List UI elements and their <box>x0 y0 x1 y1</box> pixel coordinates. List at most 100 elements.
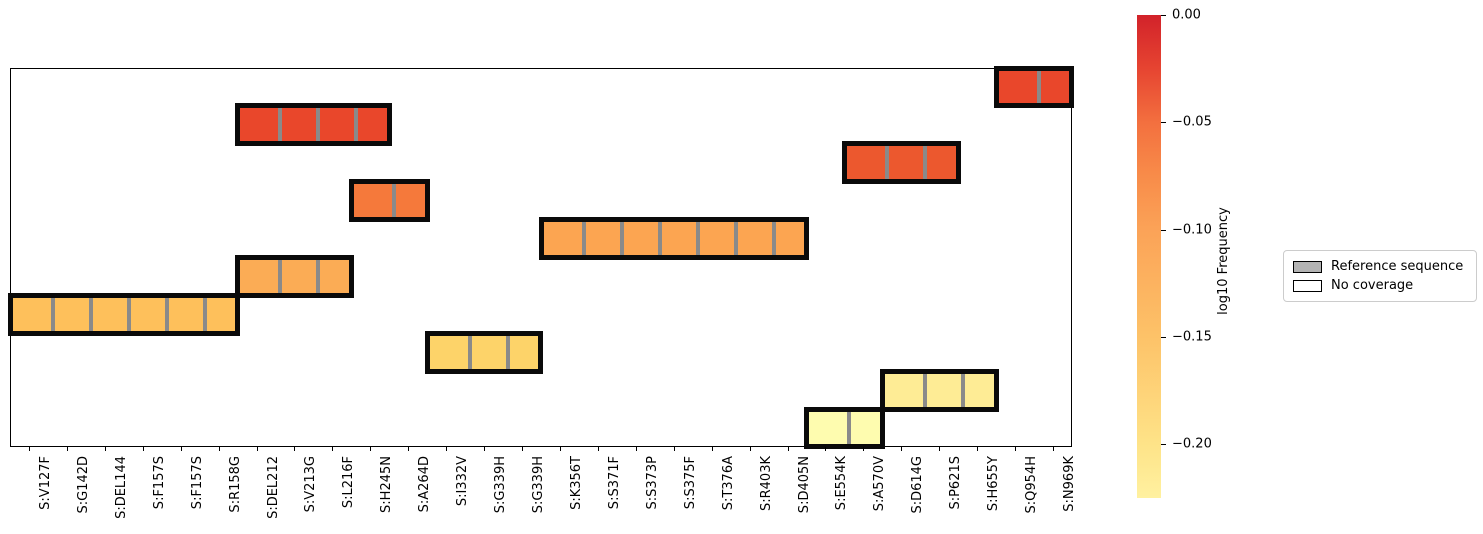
x-tick-label: S:V127F <box>37 456 53 510</box>
x-tick-mark <box>977 447 979 451</box>
x-tick-label: S:G142D <box>75 456 91 514</box>
legend-label: Reference sequence <box>1331 259 1464 274</box>
x-tick-label: S:H245N <box>379 456 395 513</box>
x-tick-label: S:F157S <box>189 456 205 510</box>
x-tick-mark <box>597 447 599 451</box>
colorbar-tick-mark <box>1161 229 1166 231</box>
x-tick-mark <box>370 447 372 451</box>
reference-sequence-marker <box>88 297 93 331</box>
reference-sequence-swatch <box>1293 260 1322 273</box>
legend-label: No coverage <box>1331 278 1414 293</box>
x-tick-mark <box>142 447 144 451</box>
x-tick-label: S:P621S <box>948 456 964 510</box>
reference-sequence-marker <box>392 184 397 218</box>
reference-sequence-marker <box>468 335 473 369</box>
x-tick-mark <box>1015 447 1017 451</box>
x-tick-mark <box>484 447 486 451</box>
colorbar-tick-label: −0.10 <box>1172 222 1212 237</box>
x-tick-label: S:R158G <box>227 456 243 513</box>
reference-sequence-marker <box>619 222 624 255</box>
x-tick-label: S:V213G <box>303 456 319 513</box>
colorbar-tick-label: −0.15 <box>1172 329 1212 345</box>
legend-item-no-coverage: No coverage <box>1293 276 1467 295</box>
reference-sequence-marker <box>316 260 321 293</box>
reference-sequence-marker <box>847 411 852 445</box>
x-tick-label: S:S371F <box>606 456 622 510</box>
reference-sequence-marker <box>506 335 511 369</box>
x-tick-mark <box>522 447 524 451</box>
x-tick-label: S:L216F <box>341 456 357 509</box>
x-tick-mark <box>863 447 865 451</box>
x-tick-label: S:D614G <box>910 456 926 514</box>
x-tick-mark <box>104 447 106 451</box>
reference-sequence-marker <box>961 373 966 407</box>
reference-sequence-marker <box>278 260 283 293</box>
reference-sequence-marker <box>581 222 586 255</box>
reference-sequence-marker <box>202 297 207 331</box>
x-tick-label: S:K356T <box>568 456 584 510</box>
x-tick-mark <box>180 447 182 451</box>
x-tick-mark <box>294 447 296 451</box>
x-tick-mark <box>332 447 334 451</box>
reference-sequence-marker <box>1037 70 1042 104</box>
reference-sequence-marker <box>695 222 700 255</box>
x-tick-mark <box>787 447 789 451</box>
no-coverage-swatch <box>1293 279 1322 292</box>
reference-sequence-marker <box>923 146 928 180</box>
x-tick-label: S:F157S <box>151 456 167 510</box>
plot-area <box>7 65 1075 450</box>
x-tick-label: S:G339H <box>493 456 509 514</box>
x-tick-mark <box>901 447 903 451</box>
x-tick-label: S:S375F <box>682 456 698 510</box>
x-tick-mark <box>939 447 941 451</box>
x-tick-label: S:E554K <box>834 456 850 511</box>
legend-item-reference-sequence: Reference sequence <box>1293 257 1467 276</box>
x-tick-label: S:DEL212 <box>265 456 281 519</box>
mutation-block-row6 <box>7 292 241 336</box>
reference-sequence-marker <box>278 108 283 142</box>
colorbar-tick-label: −0.05 <box>1172 114 1212 130</box>
x-tick-mark <box>673 447 675 451</box>
x-tick-label: S:R403K <box>758 456 774 512</box>
colorbar-tick-mark <box>1161 444 1166 446</box>
mutation-block-row3 <box>348 179 430 223</box>
x-tick-label: S:D405N <box>796 456 812 514</box>
reference-sequence-marker <box>885 146 890 180</box>
x-tick-label: S:N969K <box>1062 456 1078 512</box>
legend: Reference sequence No coverage <box>1283 250 1477 302</box>
mutation-block-row4 <box>538 217 809 260</box>
x-tick-mark <box>218 447 220 451</box>
colorbar-tick-mark <box>1161 15 1166 17</box>
mutation-block-row9 <box>804 406 885 450</box>
x-tick-mark <box>1053 447 1055 451</box>
reference-sequence-marker <box>316 108 321 142</box>
x-tick-mark <box>28 447 30 451</box>
reference-sequence-marker <box>771 222 776 255</box>
x-tick-mark <box>749 447 751 451</box>
x-tick-label: S:A570V <box>872 456 888 512</box>
x-tick-mark <box>66 447 68 451</box>
colorbar-tick-label: 0.00 <box>1172 7 1201 23</box>
x-tick-label: S:T376A <box>720 456 736 511</box>
x-tick-label: S:G339H <box>531 456 547 514</box>
reference-sequence-marker <box>126 297 131 331</box>
colorbar <box>1137 15 1161 498</box>
reference-sequence-marker <box>354 108 359 142</box>
reference-sequence-marker <box>733 222 738 255</box>
x-tick-label: S:Q954H <box>1024 456 1040 514</box>
x-tick-label: S:A264D <box>417 456 433 513</box>
reference-sequence-marker <box>50 297 55 331</box>
x-tick-mark <box>559 447 561 451</box>
reference-sequence-marker <box>923 373 928 407</box>
colorbar-tick-mark <box>1161 122 1166 124</box>
colorbar-tick-mark <box>1161 336 1166 338</box>
mutation-block-row0 <box>993 65 1075 109</box>
colorbar-tick-label: −0.20 <box>1172 436 1212 452</box>
reference-sequence-marker <box>657 222 662 255</box>
reference-sequence-marker <box>164 297 169 331</box>
x-tick-mark <box>446 447 448 451</box>
x-tick-label: S:S373P <box>644 456 660 510</box>
mutation-block-row7 <box>424 330 544 374</box>
x-tick-mark <box>711 447 713 451</box>
